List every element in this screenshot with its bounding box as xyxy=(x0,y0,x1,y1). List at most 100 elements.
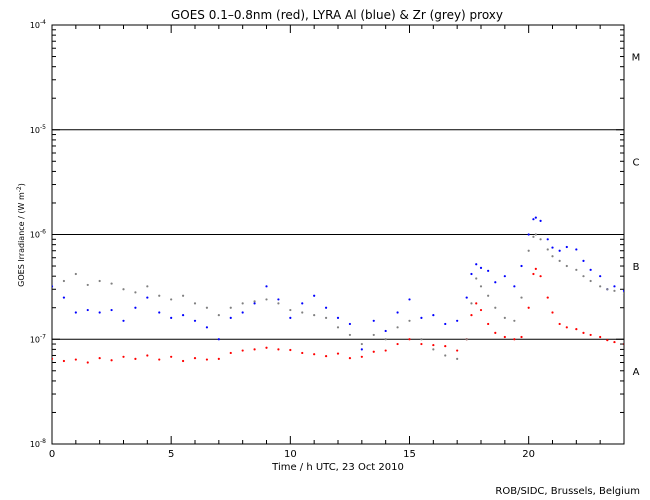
data-point xyxy=(539,275,542,278)
data-point xyxy=(170,355,173,358)
data-point xyxy=(98,311,101,314)
data-point xyxy=(110,308,113,312)
data-point xyxy=(465,338,468,341)
y-tick-label: 10-5 xyxy=(30,124,46,135)
y-tick-base: 10 xyxy=(30,440,40,449)
data-point xyxy=(575,248,578,251)
data-point xyxy=(565,326,568,329)
x-tick-label: 20 xyxy=(522,449,535,460)
data-point xyxy=(134,291,137,294)
data-point xyxy=(558,259,561,262)
data-point xyxy=(52,357,54,360)
data-point xyxy=(336,352,340,355)
y-axis-label: GOES Irradiance / (W m-2) xyxy=(16,183,26,287)
series-2 xyxy=(52,233,624,360)
data-point xyxy=(86,308,89,312)
data-point xyxy=(432,314,435,317)
data-point xyxy=(456,349,459,352)
data-point xyxy=(217,314,220,317)
series-1 xyxy=(52,216,624,351)
data-point xyxy=(52,285,54,288)
data-point xyxy=(324,355,328,358)
data-point xyxy=(444,322,447,326)
data-point xyxy=(599,335,602,339)
data-point xyxy=(539,219,542,222)
data-point xyxy=(324,306,328,309)
y-tick-exponent: -7 xyxy=(40,333,46,340)
data-point xyxy=(532,218,535,221)
data-point xyxy=(475,277,478,280)
data-point xyxy=(122,288,125,291)
data-point xyxy=(420,342,423,346)
data-point xyxy=(520,264,523,268)
data-point xyxy=(134,306,137,309)
data-point xyxy=(62,359,66,363)
data-point xyxy=(527,249,530,252)
y-tick-exponent: -8 xyxy=(40,438,46,445)
data-point xyxy=(444,345,447,348)
data-point xyxy=(98,357,101,360)
data-point xyxy=(86,361,89,364)
data-point xyxy=(487,294,490,297)
data-point xyxy=(193,357,197,360)
data-point xyxy=(181,294,185,297)
data-point xyxy=(420,316,423,319)
y-tick-exponent: -6 xyxy=(40,229,46,236)
data-point xyxy=(558,322,561,326)
data-point xyxy=(324,316,328,319)
data-point xyxy=(229,351,232,355)
data-point xyxy=(606,288,609,291)
data-point xyxy=(289,308,292,312)
data-point xyxy=(74,311,77,314)
data-point xyxy=(122,319,125,322)
data-point xyxy=(494,281,497,284)
x-axis-label: Time / h UTC, 23 Oct 2010 xyxy=(271,462,404,473)
flare-class-label: B xyxy=(633,262,640,273)
data-point xyxy=(122,355,125,358)
data-point xyxy=(465,296,468,299)
data-point xyxy=(372,350,375,353)
data-point xyxy=(520,335,523,339)
data-point xyxy=(62,296,66,299)
data-point xyxy=(229,306,232,309)
flare-class-label: M xyxy=(632,53,641,64)
data-point xyxy=(475,302,478,305)
data-point xyxy=(456,357,459,360)
data-point xyxy=(360,342,363,346)
flare-class-labels: M C B A xyxy=(632,53,641,378)
data-point xyxy=(313,314,316,317)
data-point xyxy=(360,355,363,358)
y-tick-base: 10 xyxy=(30,21,40,30)
data-point xyxy=(470,314,473,317)
x-axis: 0 5 10 15 20 xyxy=(49,25,625,460)
data-point xyxy=(229,316,232,319)
y-tick-base: 10 xyxy=(30,335,40,344)
data-point xyxy=(277,302,280,305)
data-point xyxy=(110,282,113,285)
data-point xyxy=(534,267,537,270)
data-point xyxy=(241,311,244,314)
data-point xyxy=(98,279,101,283)
data-point xyxy=(241,349,244,352)
data-point xyxy=(253,300,256,303)
y-tick-label: 10-4 xyxy=(30,19,46,30)
y-tick-exponent: -4 xyxy=(40,19,46,26)
data-point xyxy=(420,338,423,341)
data-point xyxy=(513,338,516,341)
data-point xyxy=(546,248,549,251)
data-point xyxy=(589,268,592,271)
data-point xyxy=(134,357,137,360)
x-tick-label: 10 xyxy=(284,449,297,460)
data-point xyxy=(408,298,411,301)
data-point xyxy=(513,285,516,288)
y-tick-exponent: -5 xyxy=(40,124,46,131)
data-point xyxy=(551,311,554,314)
data-point xyxy=(146,285,149,288)
data-point xyxy=(527,233,530,236)
series-0 xyxy=(52,267,624,364)
x-tick-label: 5 xyxy=(168,449,174,460)
y-axis-label-main: GOES Irradiance / (W m xyxy=(17,192,26,287)
data-point xyxy=(301,311,304,314)
data-point xyxy=(582,275,585,278)
data-point xyxy=(217,357,220,360)
